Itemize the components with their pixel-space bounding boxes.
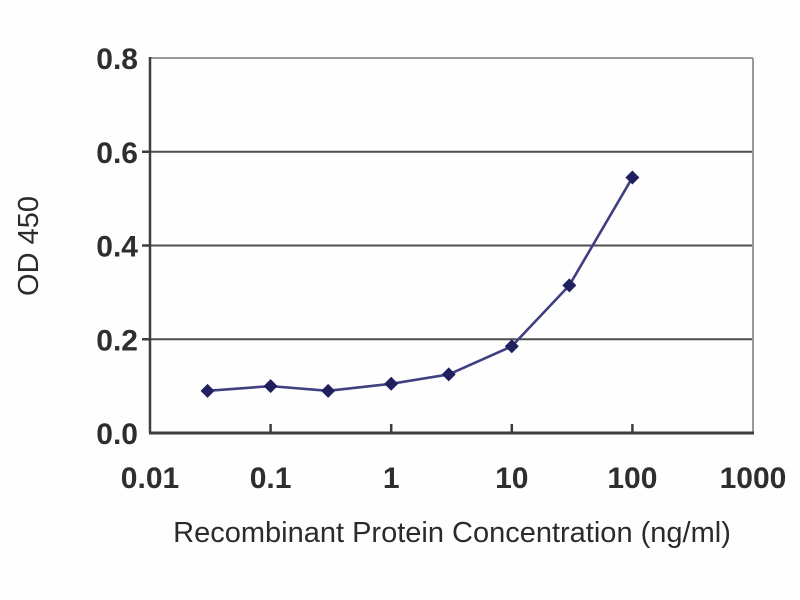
x-tick-label: 1 [383,462,400,495]
x-tick-label: 0.01 [121,462,179,495]
data-point-marker [625,170,640,185]
y-tick-label: 0.2 [96,324,138,357]
y-axis-title: OD 450 [13,196,45,296]
axis-ticks [142,150,634,433]
x-tick-label: 100 [607,462,657,495]
x-tick-label: 10 [495,462,528,495]
y-tick-label: 0.8 [96,43,138,76]
x-tick-labels: 0.01 0.1 1 10 100 1000 [121,462,787,495]
gridlines [150,150,753,341]
data-point-marker [200,383,215,398]
data-point-marker [384,376,399,391]
data-point-marker [441,367,456,382]
x-axis-title: Recombinant Protein Concentration (ng/ml… [173,517,731,549]
x-tick-label: 1000 [720,462,787,495]
y-tick-label: 0.0 [96,418,138,451]
x-tick-label: 0.1 [250,462,292,495]
y-tick-label: 0.4 [96,231,138,264]
data-point-marker [562,278,577,293]
y-tick-labels: 0.0 0.2 0.4 0.6 0.8 [96,43,138,451]
data-point-marker [504,339,519,354]
data-point-marker [263,379,278,394]
data-series [200,170,640,398]
data-point-marker [321,383,336,398]
y-tick-label: 0.6 [96,137,138,170]
series-line [207,176,634,393]
